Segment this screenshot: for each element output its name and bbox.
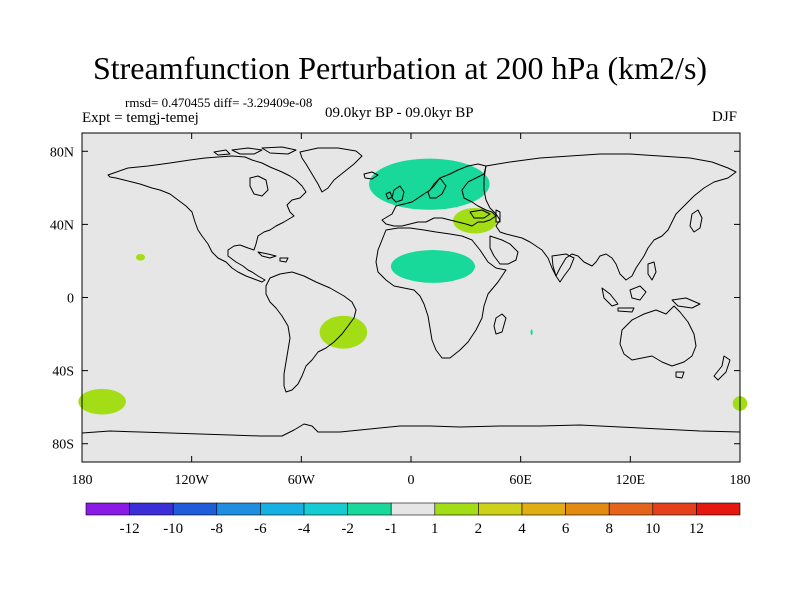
x-tick-label: 120W	[175, 473, 210, 488]
colorbar-swatch	[216, 502, 261, 516]
anomaly-mediterranean-positive	[453, 207, 497, 234]
colorbar-label: -12	[120, 521, 140, 537]
coastline-cuba	[257, 251, 277, 259]
colorbar-label: -4	[298, 521, 311, 537]
coastline-sumatra	[601, 287, 619, 307]
coastline-madagascar	[493, 313, 507, 335]
colorbar-label: -2	[341, 521, 354, 537]
anomaly-pacific-small-positive	[135, 253, 146, 261]
coastline-hudson-bay	[249, 175, 269, 197]
x-tick-label: 180	[72, 473, 93, 488]
coastline-new-guinea	[671, 297, 701, 309]
colorbar-label: 6	[562, 521, 570, 537]
y-tick-label: 40S	[52, 365, 74, 380]
colorbar-swatch	[260, 502, 305, 516]
period-label: 09.0kyr BP - 09.0kyr BP	[325, 105, 474, 121]
axis-ticks	[81, 133, 741, 462]
anomaly-north-africa-negative	[390, 249, 475, 283]
y-tick-label: 40N	[50, 218, 74, 233]
colorbar-swatch	[347, 502, 392, 516]
colorbar-swatch	[390, 502, 436, 516]
coastline-black-sea	[469, 209, 491, 219]
anomaly-indian-ocean-tiny-negative	[530, 329, 533, 336]
colorbar-label: -10	[163, 521, 183, 537]
coastline-south-america	[265, 271, 357, 393]
coastline-scandinavia-gulf	[427, 177, 447, 199]
coastline-britain	[391, 185, 405, 203]
y-tick-label: 80N	[50, 145, 74, 160]
coastline-iceland	[363, 171, 379, 180]
colorbar-swatch	[608, 502, 654, 516]
y-tick-label: 0	[67, 292, 74, 307]
colorbar: -12 -10 -8 -6 -4 -2 -1 1 2 4 6 8 10 12	[85, 502, 741, 537]
coastline-caspian	[495, 209, 501, 223]
axis-labels: 180 120W 60W 0 60E 120E 180 80N 40N 0 40S 80S	[50, 145, 751, 488]
x-tick-label: 120E	[616, 473, 646, 488]
colorbar-swatch	[521, 502, 566, 516]
colorbar-label: 2	[475, 521, 483, 537]
coastline-java	[617, 307, 635, 313]
coastline-ireland	[385, 191, 393, 200]
x-tick-label: 0	[408, 473, 415, 488]
colorbar-swatch	[85, 502, 130, 516]
colorbar-swatch	[478, 502, 523, 516]
x-tick-label: 60W	[288, 473, 316, 488]
colorbar-swatch	[434, 502, 479, 516]
coastline-australia	[619, 305, 697, 367]
experiment-label: Expt = temgj-temej	[82, 110, 199, 126]
coastline-philippines	[647, 261, 657, 281]
coastline-hispaniola	[279, 257, 289, 263]
coastline-arctic-islands	[213, 146, 297, 156]
colorbar-swatch	[696, 502, 741, 516]
colorbar-swatch	[565, 502, 610, 516]
colorbar-swatch	[172, 502, 218, 516]
colorbar-swatch	[303, 502, 348, 516]
coastline-asia	[483, 153, 737, 281]
coastline-tasmania	[675, 371, 685, 379]
coastline-borneo	[629, 285, 647, 301]
colorbar-label: 12	[689, 521, 704, 537]
colorbar-label: -8	[211, 521, 224, 537]
coastline-japan	[689, 209, 703, 233]
colorbar-label: -6	[254, 521, 267, 537]
x-tick-label: 60E	[509, 473, 532, 488]
coastline-arabia	[489, 235, 519, 265]
statistics-label: rmsd= 0.470455 diff= -3.29409e-08	[125, 95, 313, 110]
colorbar-label: 10	[645, 521, 660, 537]
colorbar-swatch	[129, 502, 174, 516]
coastline-north-america	[107, 155, 307, 283]
coastline-greenland	[299, 147, 363, 193]
season-label: DJF	[712, 109, 738, 125]
coastline-india	[551, 253, 575, 283]
colorbar-label: -1	[385, 521, 398, 537]
anomaly-south-pacific-positive	[78, 388, 126, 415]
colorbar-label: 8	[605, 521, 613, 537]
x-tick-label: 180	[730, 473, 751, 488]
y-tick-label: 80S	[52, 438, 74, 453]
chart-title: Streamfunction Perturbation at 200 hPa (…	[92, 50, 708, 86]
colorbar-swatch	[652, 502, 697, 516]
coastlines	[81, 146, 741, 437]
coastline-new-zealand	[713, 355, 731, 381]
colorbar-label: 4	[518, 521, 526, 537]
coastline-africa	[375, 227, 507, 359]
anomaly-north-atlantic-europe-negative	[368, 158, 490, 210]
coastline-antarctica	[81, 423, 741, 437]
colorbar-label: 1	[431, 521, 439, 537]
